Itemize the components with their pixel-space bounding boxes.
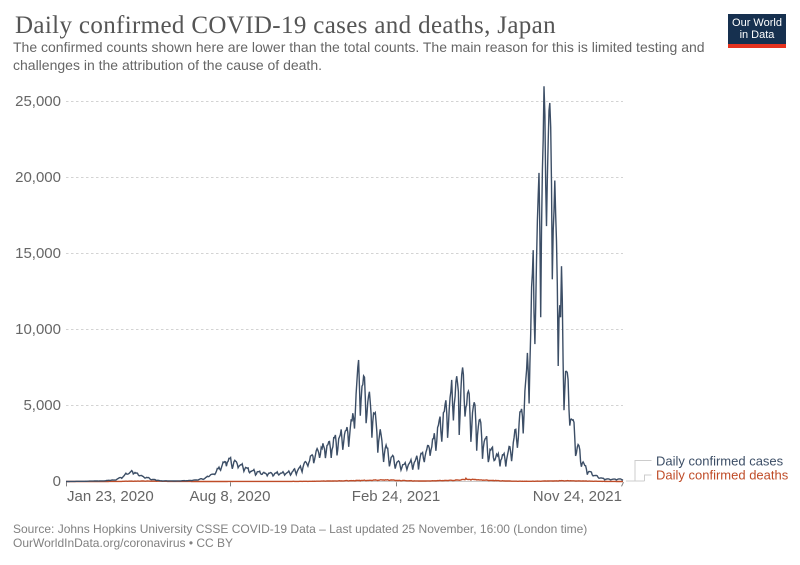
- svg-text:Aug 8, 2020: Aug 8, 2020: [190, 488, 271, 505]
- svg-text:Nov 24, 2021: Nov 24, 2021: [533, 488, 622, 505]
- svg-text:15,000: 15,000: [15, 245, 61, 262]
- svg-text:0: 0: [53, 473, 61, 490]
- svg-text:25,000: 25,000: [15, 93, 61, 110]
- svg-text:Feb 24, 2021: Feb 24, 2021: [352, 488, 440, 505]
- svg-text:5,000: 5,000: [23, 397, 61, 414]
- svg-text:Daily confirmed deaths: Daily confirmed deaths: [656, 468, 789, 483]
- svg-text:20,000: 20,000: [15, 169, 61, 186]
- svg-text:Jan 23, 2020: Jan 23, 2020: [67, 488, 154, 505]
- svg-text:10,000: 10,000: [15, 321, 61, 338]
- svg-text:Daily confirmed cases: Daily confirmed cases: [656, 454, 784, 469]
